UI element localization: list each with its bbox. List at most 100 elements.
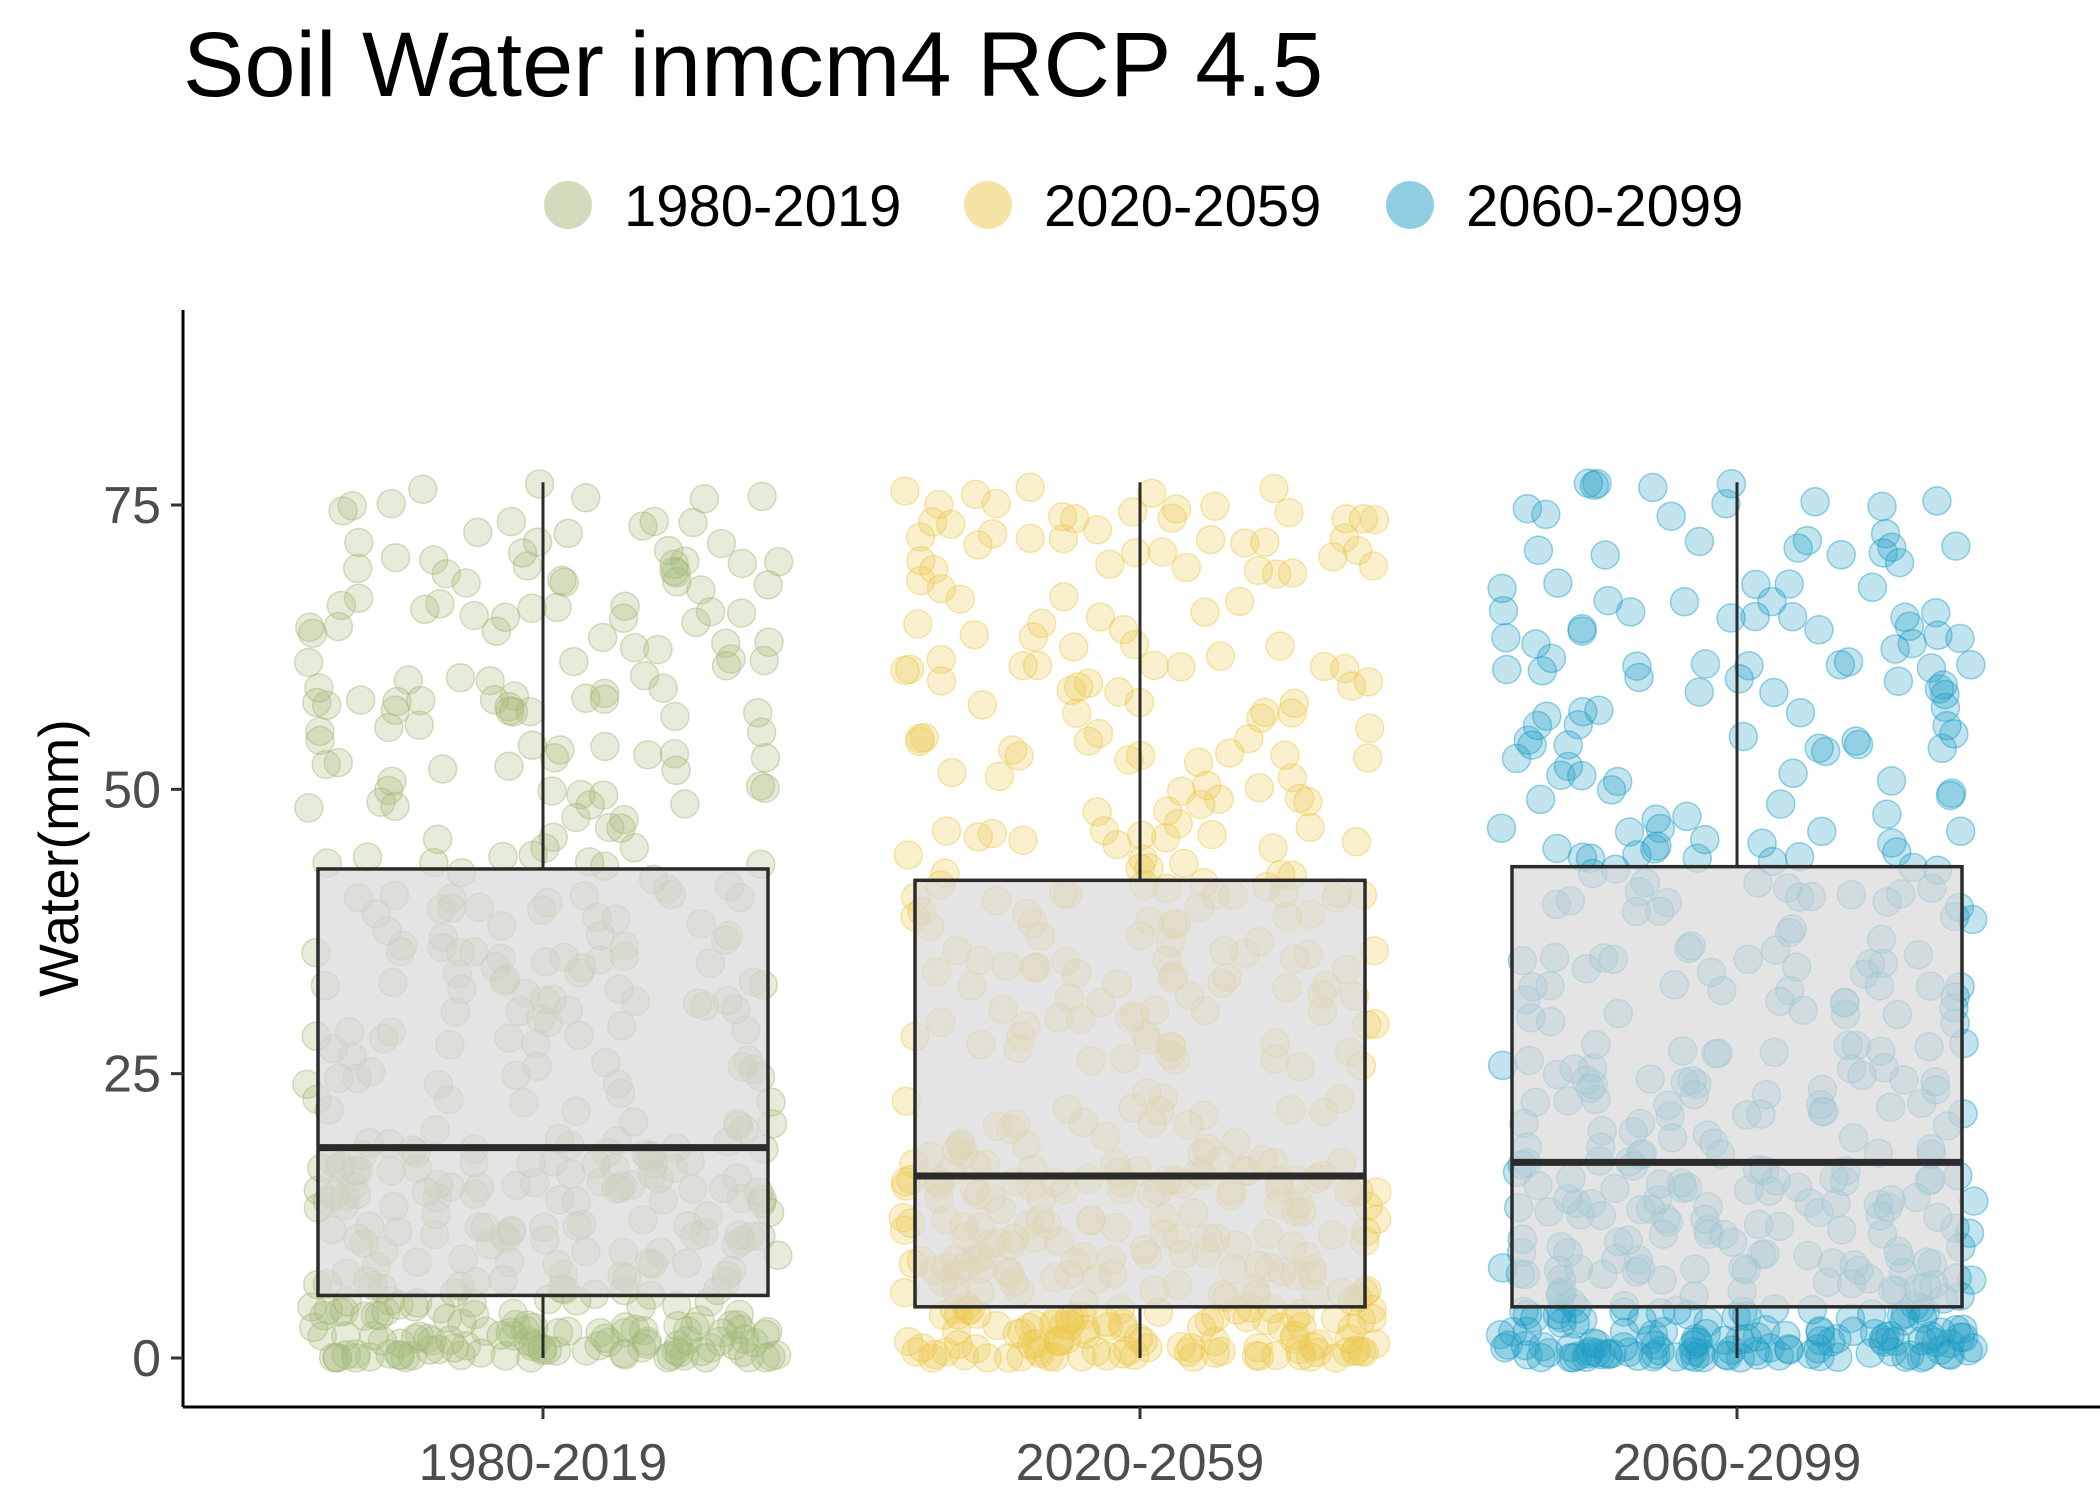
data-point — [1562, 1341, 1593, 1371]
data-point — [1016, 1330, 1047, 1360]
data-point — [1556, 1332, 1586, 1363]
data-point — [1243, 555, 1274, 586]
data-point — [1743, 1340, 1773, 1370]
data-point — [639, 506, 669, 537]
data-point — [656, 1341, 686, 1371]
data-point — [512, 551, 543, 581]
data-point — [931, 816, 962, 846]
data-point — [1166, 652, 1196, 682]
data-point — [1675, 1341, 1705, 1371]
data-point — [1331, 504, 1361, 534]
data-point — [1648, 1316, 1679, 1347]
data-point — [1183, 747, 1214, 778]
data-point — [1362, 1177, 1392, 1207]
data-point — [1688, 1342, 1719, 1373]
data-point — [672, 1316, 703, 1346]
data-point — [1747, 828, 1777, 859]
data-point — [1352, 743, 1383, 773]
data-point — [512, 1310, 543, 1340]
data-point — [1258, 833, 1288, 863]
data-point — [1825, 650, 1856, 680]
data-point — [705, 1326, 735, 1357]
data-point — [309, 1300, 339, 1331]
data-point — [1805, 1325, 1836, 1356]
data-point — [1593, 1339, 1624, 1370]
data-point — [905, 522, 936, 552]
data-point — [909, 722, 939, 753]
data-point — [890, 655, 920, 686]
data-point — [689, 484, 720, 514]
data-point — [1224, 586, 1255, 617]
data-point — [1261, 559, 1292, 589]
data-point — [1716, 1335, 1747, 1365]
data-point — [746, 717, 777, 748]
data-point — [1008, 825, 1038, 856]
data-point — [1200, 1338, 1231, 1368]
data-point — [967, 690, 998, 720]
data-point — [1067, 1342, 1097, 1372]
data-point — [1265, 631, 1295, 661]
data-point — [1596, 775, 1627, 805]
data-point — [297, 618, 328, 648]
data-point — [1521, 629, 1551, 659]
data-point — [1073, 726, 1104, 756]
data-point — [305, 716, 335, 747]
data-point — [575, 790, 606, 820]
data-point — [380, 542, 411, 573]
data-point — [1734, 651, 1764, 681]
data-point — [589, 684, 620, 714]
data-point — [1169, 848, 1199, 879]
data-point — [1563, 709, 1594, 740]
data-point — [422, 824, 453, 855]
data-point — [408, 474, 438, 505]
data-point — [1841, 726, 1871, 756]
data-point — [1491, 654, 1522, 685]
data-point — [488, 841, 518, 872]
data-point — [325, 1297, 355, 1327]
data-point — [1513, 1340, 1543, 1370]
data-point — [901, 1337, 931, 1367]
data-point — [628, 511, 658, 541]
data-point — [982, 1310, 1012, 1341]
data-point — [1083, 718, 1114, 749]
box-iqr — [316, 867, 770, 1298]
data-point — [416, 1326, 447, 1356]
data-point — [1669, 587, 1700, 617]
data-point — [906, 565, 936, 596]
data-point — [318, 1342, 349, 1373]
data-point — [459, 1299, 490, 1330]
data-point — [507, 538, 538, 568]
data-point — [1959, 1186, 1989, 1216]
data-point — [322, 1343, 352, 1373]
data-point — [1894, 611, 1925, 642]
data-point — [382, 686, 412, 717]
data-point — [1025, 1338, 1056, 1369]
data-point — [1582, 468, 1612, 499]
data-point — [659, 556, 689, 586]
data-point — [1108, 614, 1139, 645]
data-point — [1792, 525, 1823, 556]
data-point — [385, 1328, 416, 1358]
data-point — [1486, 813, 1517, 843]
data-point — [539, 743, 570, 773]
data-point — [610, 1340, 640, 1370]
data-point — [1186, 789, 1216, 820]
data-point — [537, 776, 567, 806]
data-point — [1833, 647, 1864, 677]
data-point — [311, 749, 341, 780]
data-point — [1173, 1337, 1204, 1368]
data-point — [726, 1314, 756, 1345]
data-point — [1039, 1342, 1070, 1372]
data-point — [594, 812, 625, 843]
data-point — [494, 751, 524, 781]
data-point — [1349, 1337, 1379, 1367]
data-point — [1047, 501, 1078, 532]
data-point — [716, 644, 746, 674]
data-point — [1804, 615, 1834, 645]
data-point — [1043, 1326, 1073, 1356]
data-point — [1108, 1312, 1138, 1343]
data-point — [1542, 833, 1572, 864]
data-point — [1346, 1336, 1377, 1367]
data-point — [1332, 1337, 1362, 1367]
